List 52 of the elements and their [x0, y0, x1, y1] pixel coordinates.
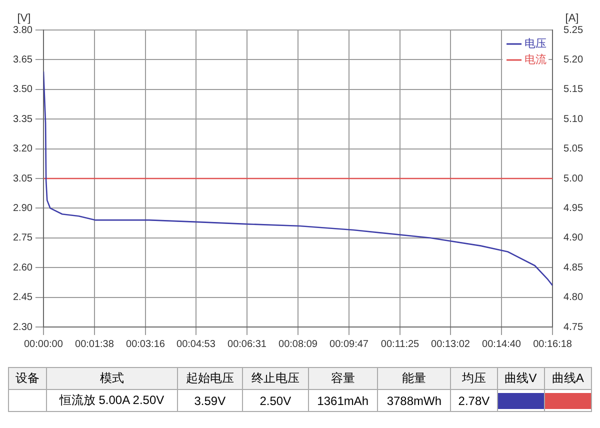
y2-tick-label: 4.90	[564, 232, 584, 244]
y2-tick-label: 4.95	[564, 202, 584, 214]
y2-tick-label: 5.20	[564, 54, 584, 66]
y-tick-label: 3.80	[12, 24, 33, 36]
y-tick-label: 2.60	[12, 262, 33, 274]
y-tick-label: 3.65	[12, 54, 33, 66]
x-tick-label: 00:04:53	[176, 338, 216, 350]
y-axis-title: [V]	[17, 12, 31, 25]
x-tick-label: 00:09:47	[330, 338, 369, 350]
x-tick-label: 00:13:02	[431, 338, 470, 350]
text: 2.50V	[242, 390, 308, 412]
text: 容量	[308, 368, 378, 390]
y2-tick-label: 4.85	[564, 262, 584, 274]
y2-tick-label: 4.75	[564, 322, 584, 333]
text: 设备	[8, 368, 46, 390]
text: 2.78V	[450, 390, 498, 412]
x-tick-label: 00:00:00	[24, 338, 64, 350]
x-tick-label: 00:16:18	[533, 338, 572, 350]
x-tick-label: 00:08:09	[278, 338, 318, 350]
text: 终止电压	[242, 368, 308, 390]
x-tick-label: 00:06:31	[228, 338, 267, 350]
y2-tick-label: 5.10	[564, 114, 584, 125]
y-tick-label: 3.05	[12, 173, 33, 184]
legend-label: 电压	[524, 37, 547, 50]
x-tick-label: 00:03:16	[126, 338, 166, 350]
y-tick-label: 3.20	[12, 144, 33, 155]
text: 1361mAh	[308, 390, 378, 412]
x-tick-label: 00:14:40	[482, 338, 522, 350]
y-tick-label: 3.35	[12, 114, 33, 125]
text: 3.59V	[177, 390, 243, 412]
y2-tick-label: 4.80	[564, 292, 584, 304]
y-tick-label: 3.50	[12, 84, 33, 96]
text: 起始电压	[177, 368, 243, 390]
legend-label: 电流	[524, 53, 547, 66]
text: 曲线A	[544, 368, 592, 390]
y-tick-label: 2.75	[12, 232, 33, 244]
x-tick-label: 00:01:38	[75, 338, 114, 350]
text: 模式	[46, 368, 178, 390]
text: 3788mWh	[378, 390, 451, 412]
y-tick-label: 2.30	[12, 322, 33, 333]
text: 能量	[378, 368, 451, 390]
y-tick-label: 2.45	[12, 292, 33, 304]
y2-tick-label: 5.05	[564, 144, 584, 155]
y2-axis-title: [A]	[565, 12, 579, 25]
y-tick-label: 2.90	[12, 202, 33, 214]
text: 曲线V	[497, 368, 544, 390]
y2-tick-label: 5.25	[564, 24, 584, 36]
y2-tick-label: 5.00	[564, 173, 584, 184]
text: 均压	[450, 368, 498, 390]
y2-tick-label: 5.15	[564, 84, 584, 96]
text: 恒流放 5.00A 2.50V	[46, 390, 178, 412]
x-tick-label: 00:11:25	[380, 338, 420, 350]
